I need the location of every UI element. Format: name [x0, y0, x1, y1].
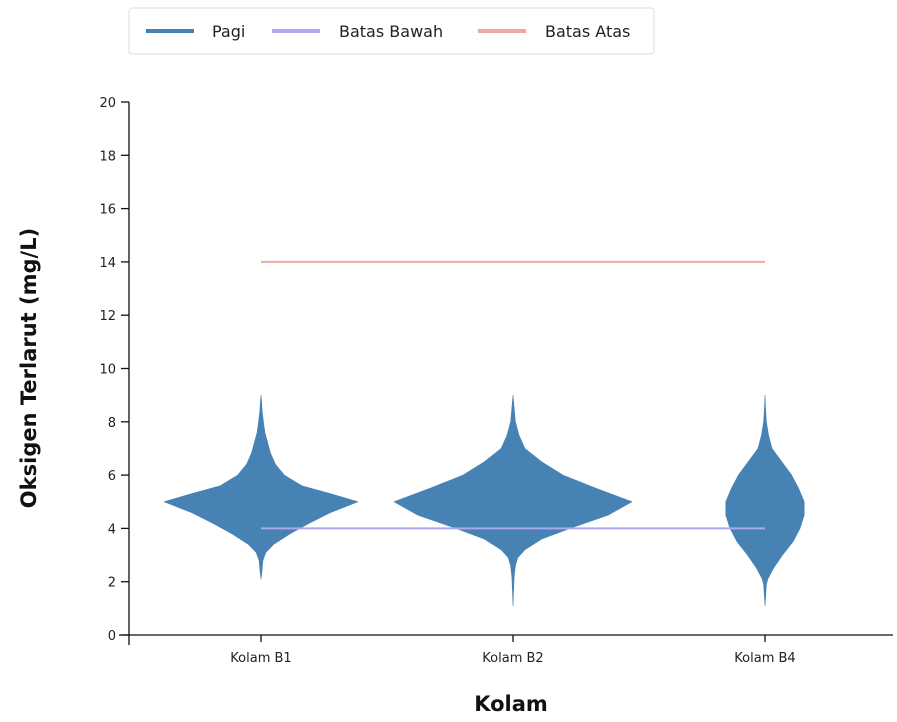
y-tick-label: 2 [108, 576, 116, 591]
y-tick-label: 20 [99, 96, 116, 111]
x-tick-label: Kolam B2 [482, 651, 543, 666]
x-tick-label: Kolam B4 [734, 651, 795, 666]
limit-lines [261, 260, 765, 530]
x-axis-title: Kolam [474, 692, 548, 716]
y-tick-label: 0 [108, 629, 116, 644]
y-tick-label: 8 [108, 416, 116, 431]
y-tick-label: 16 [99, 203, 116, 218]
legend-label-pagi: Pagi [212, 22, 245, 41]
x-tick-label: Kolam B1 [230, 651, 291, 666]
y-tick-label: 10 [99, 363, 116, 378]
legend-label-batas-atas: Batas Atas [545, 22, 630, 41]
violin-kolam-b4 [725, 394, 805, 606]
y-tick-label: 4 [108, 522, 116, 537]
legend: Pagi Batas Bawah Batas Atas [128, 7, 655, 55]
axes: 0 2 4 6 8 10 12 14 16 18 20 Kolam B1 Kolam B2 Kolam B… [99, 96, 893, 666]
y-axis-title: Oksigen Terlarut (mg/L) [17, 228, 41, 508]
violins [163, 394, 805, 606]
y-tick-label: 6 [108, 469, 116, 484]
violin-kolam-b1 [163, 394, 359, 580]
legend-frame [128, 7, 655, 55]
y-tick-label: 12 [99, 309, 116, 324]
y-tick-label: 18 [99, 149, 116, 164]
legend-label-batas-bawah: Batas Bawah [339, 22, 443, 41]
violin-kolam-b2 [393, 394, 633, 606]
y-tick-label: 14 [99, 256, 116, 271]
